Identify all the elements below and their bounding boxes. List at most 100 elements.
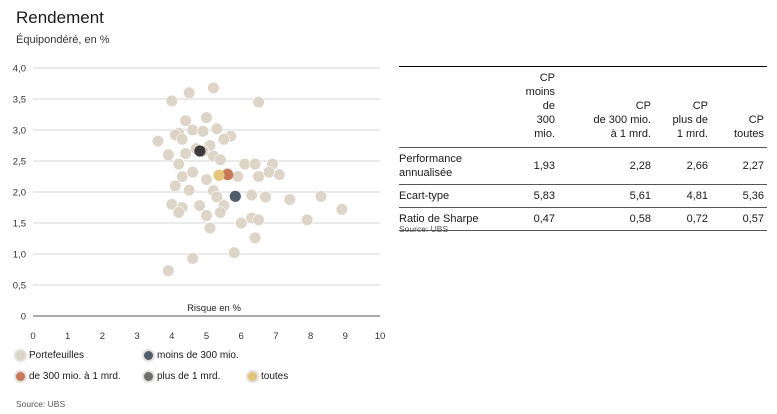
portfolio-point <box>172 158 185 171</box>
portfolio-point <box>235 216 248 230</box>
x-tick-label: 5 <box>204 331 209 342</box>
x-axis-label: Risque en % <box>187 303 241 314</box>
x-tick-label: 7 <box>273 331 278 342</box>
portfolio-point <box>214 206 227 219</box>
table-row: Ecart-type 5,83 5,61 4,81 5,36 <box>399 184 767 208</box>
column-header: CP de 300 mio. à 1 mrd. <box>593 100 651 140</box>
portfolio-point <box>200 209 213 222</box>
y-tick-label: 2,0 <box>13 188 26 199</box>
column-header <box>399 67 511 148</box>
portfolio-point <box>248 231 262 244</box>
table-header-row: CP moins de 300 mio. CP de 300 mio. à 1 … <box>399 66 767 148</box>
portfolio-point <box>228 246 241 259</box>
portfolio-point <box>186 123 199 137</box>
portfolio-point <box>162 148 175 161</box>
y-tick-label: 0 <box>21 312 26 323</box>
x-tick-label: 8 <box>308 331 313 342</box>
portfolio-point <box>245 189 258 202</box>
portfolio-point <box>210 190 224 204</box>
y-tick-label: 0,5 <box>13 281 26 292</box>
scatter-chart: 0 0,5 1,0 1,5 2,0 2,5 3,0 3,5 4,0 0 1 2 3 4 5 6 7 8 9 10 Ris… <box>13 64 386 343</box>
portfolio-point <box>252 95 265 109</box>
table-source: Source: UBS <box>399 224 449 234</box>
portfolio-point <box>151 135 165 148</box>
portfolio-point <box>169 179 182 192</box>
stats-table: CP moins de 300 mio. CP de 300 mio. à 1 … <box>399 66 767 231</box>
table-row: Performance annualisée 1,93 2,28 2,66 2,… <box>399 147 767 185</box>
legend-label: Portefeuilles <box>29 350 85 361</box>
highlight-point <box>213 169 225 181</box>
y-tick-label: 1,5 <box>13 219 26 230</box>
portfolio-point <box>162 264 175 277</box>
portfolio-point <box>207 81 220 94</box>
highlight-point <box>229 190 241 202</box>
chart-title: Rendement <box>16 8 104 27</box>
x-tick-label: 1 <box>65 331 70 342</box>
portfolio-point <box>231 170 244 183</box>
legend-item-plus-1mrd: plus de 1 mrd. <box>144 371 220 382</box>
table-cell: 5,83 <box>511 184 558 208</box>
x-tick-label: 9 <box>343 331 348 342</box>
x-tick-label: 4 <box>169 331 174 342</box>
portfolio-point <box>335 203 348 216</box>
portfolio-point <box>301 213 314 226</box>
x-tick-label: 0 <box>30 331 35 342</box>
portfolio-point <box>314 190 328 203</box>
legend-label: de 300 mio. à 1 mrd. <box>29 371 121 382</box>
y-tick-label: 2,5 <box>13 157 26 168</box>
column-header: CP toutes <box>734 114 764 140</box>
row-label: Performance annualisée <box>399 147 511 185</box>
portfolio-point <box>210 122 224 135</box>
portfolio-point <box>252 170 265 183</box>
portfolio-point <box>259 190 272 204</box>
legend-label: moins de 300 mio. <box>157 350 239 361</box>
legend-swatch-portefeuilles <box>16 351 25 360</box>
table-cell: 5,61 <box>558 184 654 208</box>
table-cell: 0,58 <box>558 207 654 231</box>
column-header: CP plus de 1 mrd. <box>672 100 708 140</box>
portfolio-point <box>283 193 296 206</box>
portfolio-point <box>176 133 189 146</box>
legend-swatch-moins-300 <box>144 351 153 360</box>
x-tick-label: 10 <box>375 331 386 342</box>
portfolio-point <box>252 213 265 226</box>
portfolio-point <box>200 173 213 186</box>
y-tick-label: 3,5 <box>13 95 26 106</box>
legend-swatch-300-1mrd <box>16 372 25 381</box>
portfolio-point <box>200 111 213 124</box>
portfolio-point <box>262 166 276 179</box>
portfolio-point <box>186 166 199 179</box>
table-cell: 1,93 <box>511 147 558 185</box>
portfolio-point <box>238 158 251 171</box>
chart-subtitle: Équipondéré, en % <box>16 34 110 46</box>
chart-source: Source: UBS <box>16 399 66 409</box>
table-cell: 4,81 <box>654 184 711 208</box>
portfolio-point <box>203 221 217 235</box>
legend-swatch-toutes <box>248 372 257 381</box>
legend-item-portefeuilles: Portefeuilles <box>16 350 84 361</box>
portfolio-point <box>193 199 206 212</box>
highlight-point <box>194 145 206 157</box>
portfolio-point <box>196 125 210 138</box>
portfolio-point <box>183 86 196 99</box>
legend-item-300-1mrd: de 300 mio. à 1 mrd. <box>16 371 121 382</box>
portfolio-point <box>179 147 192 160</box>
legend-swatch-plus-1mrd <box>144 372 153 381</box>
legend-label: plus de 1 mrd. <box>157 371 221 382</box>
portfolio-point <box>172 206 185 219</box>
legend-item-toutes: toutes <box>248 371 288 382</box>
portfolio-point <box>214 153 227 166</box>
portfolio-point <box>179 114 192 127</box>
chart-legend: Portefeuilles moins de 300 mio. de 300 m… <box>16 350 346 394</box>
table-row: Ratio de Sharpe 0,47 0,58 0,72 0,57 <box>399 207 767 231</box>
y-tick-label: 4,0 <box>13 64 26 75</box>
portfolio-point <box>273 168 286 181</box>
portfolio-point <box>186 252 199 265</box>
table-cell: 2,27 <box>711 147 767 185</box>
y-tick-label: 1,0 <box>13 250 26 261</box>
portfolio-point <box>165 94 178 107</box>
column-header: CP moins de 300 mio. <box>525 72 555 140</box>
row-label: Ratio de Sharpe <box>399 207 511 231</box>
table-cell: 0,72 <box>654 207 711 231</box>
row-label: Ecart-type <box>399 184 511 208</box>
